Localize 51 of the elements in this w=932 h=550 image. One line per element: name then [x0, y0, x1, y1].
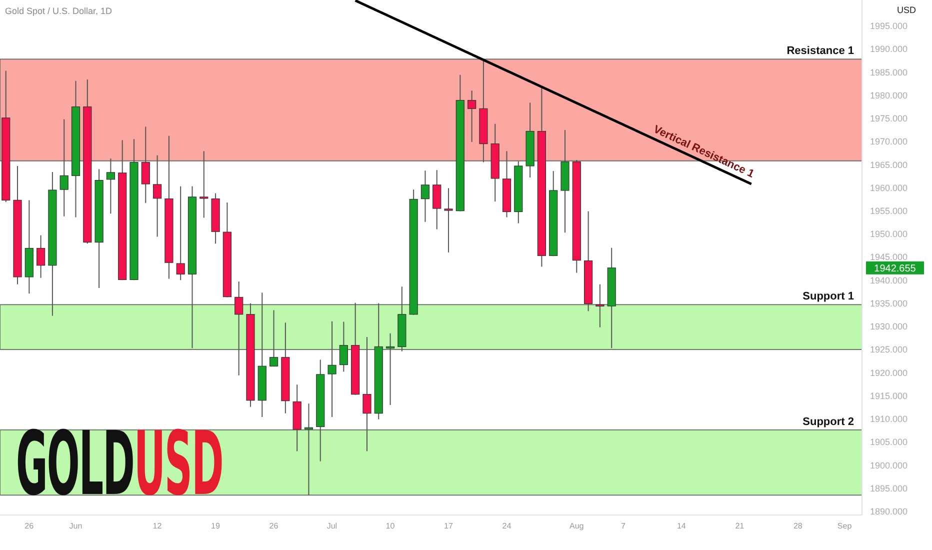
- y-tick-label: 1910.000: [870, 414, 908, 424]
- x-tick-label: Aug: [569, 522, 584, 531]
- candlestick: [468, 90, 476, 142]
- y-axis-title: USD: [896, 5, 916, 15]
- x-tick-label: 26: [24, 522, 34, 531]
- y-tick-label: 1960.000: [870, 182, 908, 193]
- y-tick-label: 1950.000: [870, 229, 908, 240]
- x-tick-label: 17: [444, 522, 454, 531]
- y-tick-label: 1970.000: [870, 136, 908, 147]
- x-tick-label: 14: [676, 522, 686, 531]
- text: 1942.655: [874, 263, 916, 274]
- y-tick-label: 1990.000: [870, 44, 908, 54]
- y-tick-label: 1985.000: [870, 67, 908, 78]
- y-tick-label: 1930.000: [870, 322, 908, 332]
- x-tick-label: Jun: [69, 522, 82, 531]
- x-tick-label: 21: [735, 522, 745, 531]
- y-tick-label: 1965.000: [870, 160, 908, 170]
- y-tick-label: 1935.000: [870, 298, 908, 308]
- y-tick-label: 1890.000: [870, 506, 908, 516]
- x-tick-label: 12: [152, 522, 162, 531]
- x-tick-label: 7: [620, 522, 626, 531]
- y-tick-label: 1955.000: [870, 206, 908, 216]
- band-label: Support 2: [802, 416, 854, 428]
- y-tick-label: 1920.000: [870, 368, 908, 378]
- y-tick-label: 1915.000: [870, 390, 908, 401]
- y-tick-label: 1980.000: [870, 90, 908, 100]
- y-tick-label: 1940.000: [870, 275, 908, 286]
- candlestick: [176, 186, 185, 281]
- y-tick-label: 1895.000: [870, 483, 908, 494]
- candlestick: [36, 234, 46, 278]
- x-tick-label: Jul: [326, 522, 338, 531]
- annotation: GOLD: [16, 412, 134, 515]
- x-tick-label: 26: [269, 522, 279, 531]
- y-tick-label: 1905.000: [870, 437, 908, 448]
- x-tick-label: 10: [386, 522, 396, 531]
- candlestick: [420, 170, 430, 222]
- annotation: USD: [134, 412, 223, 515]
- y-tick-label: 1945.000: [870, 252, 908, 262]
- y-tick-label: 1995.000: [870, 21, 908, 32]
- y-tick-label: 1975.000: [870, 114, 908, 124]
- y-tick-label: 1900.000: [870, 460, 908, 470]
- text: Gold Spot / U.S. Dollar, 1D: [5, 6, 112, 16]
- band-label: Resistance 1: [786, 45, 854, 58]
- candlestick: [432, 170, 442, 230]
- y-tick-label: 1925.000: [870, 344, 908, 355]
- x-tick-label: 28: [793, 522, 803, 531]
- x-tick-label: Sep: [837, 522, 852, 531]
- candlestick: [444, 188, 453, 253]
- x-tick-label: 24: [502, 522, 512, 531]
- x-tick-label: 19: [211, 522, 220, 531]
- band-label: Support 1: [802, 290, 854, 303]
